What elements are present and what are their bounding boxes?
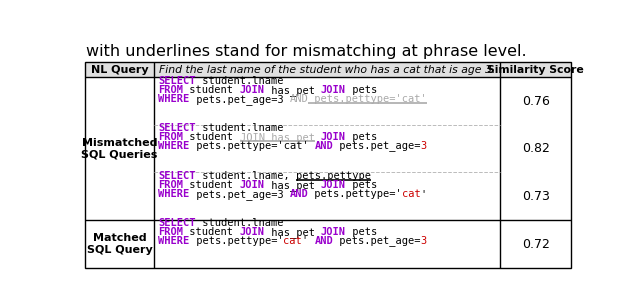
Text: pets.pettype=': pets.pettype=' <box>189 236 284 246</box>
Text: student.lname: student.lname <box>196 124 284 134</box>
Text: pets: pets <box>346 132 377 142</box>
Text: pets.pettype='cat': pets.pettype='cat' <box>189 141 314 151</box>
Text: WHERE: WHERE <box>158 141 189 151</box>
Text: NL Query: NL Query <box>91 65 148 75</box>
Text: pets: pets <box>346 180 377 190</box>
Text: student: student <box>183 85 239 95</box>
Text: pets: pets <box>346 85 377 95</box>
Text: pets.pet_age=3: pets.pet_age=3 <box>189 188 289 199</box>
Text: 0.76: 0.76 <box>522 95 550 108</box>
Text: pets.pet_age=3: pets.pet_age=3 <box>189 94 289 105</box>
Text: ': ' <box>302 236 314 246</box>
Text: JOIN: JOIN <box>321 85 346 95</box>
Text: student: student <box>183 227 239 237</box>
Text: ': ' <box>420 188 427 199</box>
Text: has_pet: has_pet <box>264 227 321 238</box>
Text: has_pet: has_pet <box>264 180 321 191</box>
Text: 0.72: 0.72 <box>522 238 550 251</box>
Text: AND: AND <box>314 236 333 246</box>
Text: SELECT: SELECT <box>158 218 196 228</box>
Bar <box>84 62 572 77</box>
Text: FROM: FROM <box>158 132 183 142</box>
Text: student.lname,: student.lname, <box>196 171 296 181</box>
Text: 3: 3 <box>420 141 427 151</box>
Text: student.lname: student.lname <box>196 218 284 228</box>
Text: pets: pets <box>346 227 377 237</box>
Text: student.lname: student.lname <box>196 76 284 86</box>
Text: pets.pettype=': pets.pettype=' <box>308 188 402 199</box>
Text: Matched
SQL Query: Matched SQL Query <box>86 233 152 255</box>
Text: cat: cat <box>284 236 302 246</box>
Text: JOIN: JOIN <box>321 180 346 190</box>
Text: 0.73: 0.73 <box>522 190 550 203</box>
Text: SELECT: SELECT <box>158 171 196 181</box>
Text: FROM: FROM <box>158 85 183 95</box>
Text: Mismatched
SQL Queries: Mismatched SQL Queries <box>81 138 157 160</box>
Text: pets.pet_age=: pets.pet_age= <box>333 142 420 152</box>
Text: FROM: FROM <box>158 227 183 237</box>
Text: student: student <box>183 132 239 142</box>
Text: JOIN: JOIN <box>239 85 264 95</box>
Text: JOIN: JOIN <box>239 227 264 237</box>
Text: WHERE: WHERE <box>158 188 189 199</box>
Text: JOIN: JOIN <box>321 227 346 237</box>
Text: AND: AND <box>289 94 308 104</box>
Bar <box>84 62 572 268</box>
Text: WHERE: WHERE <box>158 236 189 246</box>
Text: WHERE: WHERE <box>158 94 189 104</box>
Text: 0.82: 0.82 <box>522 142 550 155</box>
Text: pets.pettype='cat': pets.pettype='cat' <box>308 94 427 104</box>
Text: AND: AND <box>314 141 333 151</box>
Text: student: student <box>183 180 239 190</box>
Text: JOIN: JOIN <box>239 180 264 190</box>
Text: Similarity Score: Similarity Score <box>487 65 584 75</box>
Text: AND: AND <box>289 188 308 199</box>
Text: pets.pet_age=: pets.pet_age= <box>333 237 420 247</box>
Text: SELECT: SELECT <box>158 76 196 86</box>
Text: FROM: FROM <box>158 180 183 190</box>
Text: has_pet: has_pet <box>264 85 321 96</box>
Text: pets.pettype: pets.pettype <box>296 171 371 181</box>
Text: JOIN has_pet: JOIN has_pet <box>239 132 314 143</box>
Text: 3: 3 <box>420 236 427 246</box>
Text: Find the last name of the student who has a cat that is age 3.: Find the last name of the student who ha… <box>159 65 495 75</box>
Text: JOIN: JOIN <box>321 132 346 142</box>
Text: with underlines stand for mismatching at phrase level.: with underlines stand for mismatching at… <box>86 44 527 59</box>
Text: SELECT: SELECT <box>158 124 196 134</box>
Text: cat: cat <box>402 188 420 199</box>
